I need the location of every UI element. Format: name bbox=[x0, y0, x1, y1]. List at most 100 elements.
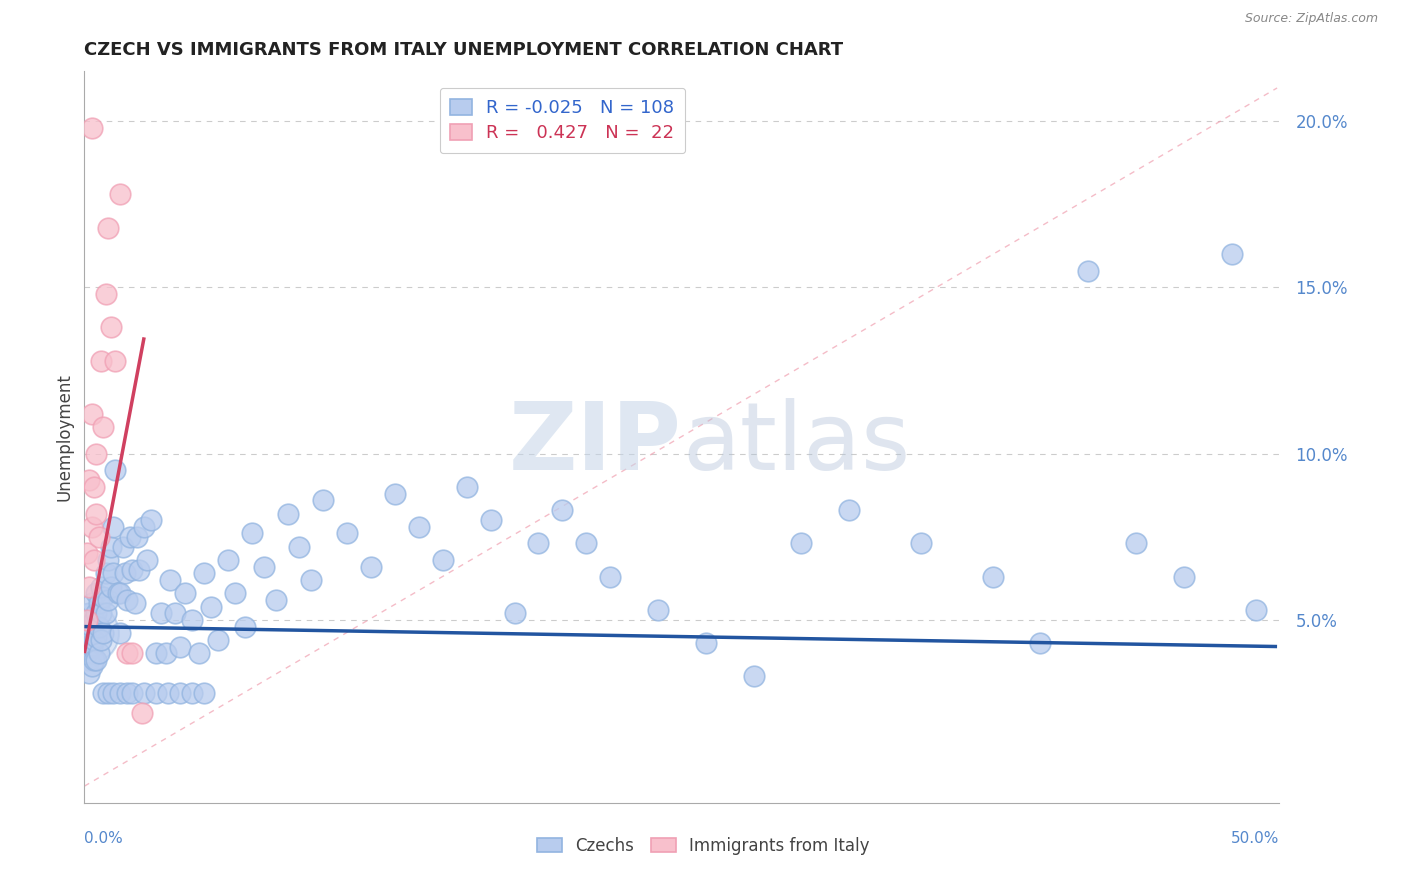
Point bbox=[110, 626, 132, 640]
Point bbox=[83, 632, 105, 647]
Point bbox=[94, 566, 117, 581]
Point bbox=[527, 536, 550, 550]
Point bbox=[100, 320, 122, 334]
Point bbox=[145, 686, 167, 700]
Point bbox=[90, 607, 112, 621]
Point bbox=[97, 593, 120, 607]
Point bbox=[155, 646, 177, 660]
Point bbox=[173, 586, 195, 600]
Point bbox=[121, 646, 143, 660]
Text: 0.0%: 0.0% bbox=[84, 830, 124, 846]
Point bbox=[695, 636, 717, 650]
Point bbox=[93, 420, 115, 434]
Point bbox=[111, 540, 134, 554]
Point bbox=[149, 607, 172, 621]
Point bbox=[86, 653, 108, 667]
Point bbox=[384, 486, 406, 500]
Point bbox=[97, 686, 120, 700]
Point bbox=[121, 686, 143, 700]
Point bbox=[200, 599, 222, 614]
Point bbox=[1029, 636, 1052, 650]
Point bbox=[128, 563, 150, 577]
Point bbox=[101, 520, 124, 534]
Point bbox=[107, 586, 129, 600]
Point bbox=[86, 507, 108, 521]
Point bbox=[301, 573, 323, 587]
Point bbox=[224, 586, 246, 600]
Point bbox=[87, 646, 110, 660]
Point bbox=[76, 632, 98, 647]
Point bbox=[101, 686, 124, 700]
Legend: Czechs, Immigrants from Italy: Czechs, Immigrants from Italy bbox=[530, 830, 876, 862]
Point bbox=[104, 353, 127, 368]
Point bbox=[114, 566, 136, 581]
Point bbox=[90, 353, 112, 368]
Point bbox=[80, 407, 103, 421]
Point bbox=[93, 626, 115, 640]
Point bbox=[94, 607, 117, 621]
Point bbox=[981, 570, 1004, 584]
Point bbox=[110, 187, 132, 202]
Point bbox=[1125, 536, 1147, 550]
Point bbox=[233, 619, 256, 633]
Legend: R = -0.025   N = 108, R =   0.427   N =  22: R = -0.025 N = 108, R = 0.427 N = 22 bbox=[440, 87, 685, 153]
Point bbox=[77, 666, 100, 681]
Point bbox=[80, 120, 103, 135]
Point bbox=[277, 507, 299, 521]
Point bbox=[77, 580, 100, 594]
Point bbox=[80, 640, 103, 654]
Point bbox=[76, 613, 98, 627]
Point bbox=[181, 613, 204, 627]
Point bbox=[575, 536, 598, 550]
Point bbox=[288, 540, 311, 554]
Point bbox=[80, 520, 103, 534]
Point bbox=[104, 463, 127, 477]
Point bbox=[117, 686, 139, 700]
Point bbox=[169, 686, 191, 700]
Point bbox=[141, 513, 163, 527]
Point bbox=[312, 493, 335, 508]
Point bbox=[101, 566, 124, 581]
Point bbox=[131, 706, 153, 720]
Point bbox=[193, 566, 215, 581]
Point bbox=[124, 596, 146, 610]
Point bbox=[83, 480, 105, 494]
Text: Source: ZipAtlas.com: Source: ZipAtlas.com bbox=[1244, 12, 1378, 25]
Point bbox=[93, 590, 115, 604]
Point bbox=[110, 686, 132, 700]
Point bbox=[93, 686, 115, 700]
Point bbox=[77, 607, 100, 621]
Point bbox=[83, 653, 105, 667]
Point bbox=[87, 619, 110, 633]
Point bbox=[240, 526, 263, 541]
Point bbox=[110, 586, 132, 600]
Point bbox=[181, 686, 204, 700]
Point bbox=[253, 559, 276, 574]
Point bbox=[86, 447, 108, 461]
Point bbox=[80, 619, 103, 633]
Point bbox=[86, 586, 108, 600]
Point bbox=[456, 480, 478, 494]
Point bbox=[1244, 603, 1267, 617]
Point bbox=[838, 503, 860, 517]
Point bbox=[76, 619, 98, 633]
Point bbox=[193, 686, 215, 700]
Text: 50.0%: 50.0% bbox=[1232, 830, 1279, 846]
Point bbox=[790, 536, 813, 550]
Point bbox=[742, 669, 765, 683]
Point bbox=[132, 520, 156, 534]
Point bbox=[80, 596, 103, 610]
Point bbox=[188, 646, 211, 660]
Point bbox=[77, 626, 100, 640]
Point bbox=[86, 607, 108, 621]
Point bbox=[94, 287, 117, 301]
Point bbox=[90, 580, 112, 594]
Point bbox=[97, 553, 120, 567]
Point bbox=[87, 596, 110, 610]
Point bbox=[90, 632, 112, 647]
Text: atlas: atlas bbox=[682, 399, 910, 491]
Point bbox=[76, 646, 98, 660]
Point bbox=[157, 686, 180, 700]
Point bbox=[97, 220, 120, 235]
Point bbox=[165, 607, 187, 621]
